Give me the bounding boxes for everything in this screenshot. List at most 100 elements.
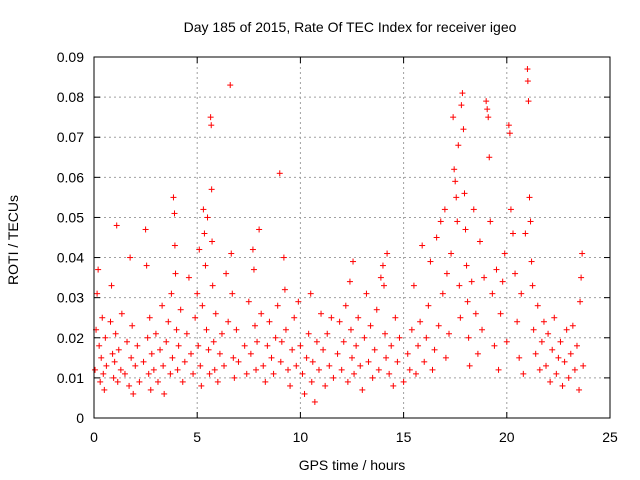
y-tick-label: 0.08 <box>57 89 84 105</box>
data-point <box>346 278 353 285</box>
data-point <box>223 270 230 277</box>
y-tick-label: 0.04 <box>57 250 84 266</box>
data-point <box>169 354 176 361</box>
data-point <box>280 254 287 261</box>
data-point <box>452 178 459 185</box>
data-point <box>491 342 498 349</box>
x-tick-label: 5 <box>193 429 201 445</box>
data-point <box>126 382 133 389</box>
data-point <box>102 334 109 341</box>
data-point <box>455 142 462 149</box>
data-point <box>522 230 529 237</box>
data-point <box>344 378 351 385</box>
data-point <box>400 378 407 385</box>
y-tick-label: 0 <box>76 410 84 426</box>
data-point <box>361 334 368 341</box>
data-point <box>551 314 558 321</box>
data-point <box>113 222 120 229</box>
data-point <box>181 358 188 365</box>
data-point <box>313 338 320 345</box>
data-point <box>355 314 362 321</box>
data-point <box>446 330 453 337</box>
data-point <box>547 378 554 385</box>
data-point <box>506 130 513 137</box>
data-point <box>427 258 434 265</box>
data-point <box>328 314 335 321</box>
data-point <box>392 314 399 321</box>
data-point <box>347 326 354 333</box>
data-point <box>118 310 125 317</box>
data-point <box>247 350 254 357</box>
data-point <box>530 326 537 333</box>
data-point <box>524 66 531 73</box>
data-point <box>516 354 523 361</box>
x-tick-label: 10 <box>293 429 309 445</box>
data-point <box>117 366 124 373</box>
data-point <box>262 378 269 385</box>
data-point <box>375 366 382 373</box>
data-point <box>529 282 536 289</box>
data-point <box>538 338 545 345</box>
data-point <box>147 386 154 393</box>
data-point <box>256 226 263 233</box>
data-point <box>561 358 568 365</box>
data-point <box>235 358 242 365</box>
data-point <box>486 154 493 161</box>
data-points <box>92 66 587 405</box>
data-point <box>536 366 543 373</box>
data-point <box>493 266 500 273</box>
data-point <box>576 386 583 393</box>
data-point <box>177 306 184 313</box>
data-point <box>305 330 312 337</box>
data-point <box>524 78 531 85</box>
data-point <box>209 238 216 245</box>
data-point <box>132 362 139 369</box>
data-point <box>534 302 541 309</box>
data-point <box>297 342 304 349</box>
data-point <box>386 370 393 377</box>
data-point <box>485 114 492 121</box>
data-point <box>390 382 397 389</box>
data-point <box>277 358 284 365</box>
data-point <box>188 350 195 357</box>
data-point <box>336 318 343 325</box>
data-point <box>171 210 178 217</box>
data-point <box>241 342 248 349</box>
x-tick-label: 0 <box>90 429 98 445</box>
data-point <box>577 298 584 305</box>
data-point <box>518 290 525 297</box>
data-point <box>406 366 413 373</box>
data-point <box>474 350 481 357</box>
data-point <box>165 318 172 325</box>
data-point <box>441 206 448 213</box>
data-point <box>555 354 562 361</box>
data-point <box>429 366 436 373</box>
data-point <box>423 334 430 341</box>
data-point <box>175 342 182 349</box>
data-point <box>229 290 236 297</box>
data-point <box>168 290 175 297</box>
data-point <box>330 374 337 381</box>
data-point <box>308 378 315 385</box>
data-point <box>388 342 395 349</box>
data-point <box>291 314 298 321</box>
plot-frame <box>93 56 611 419</box>
data-point <box>379 262 386 269</box>
data-point <box>563 326 570 333</box>
data-point <box>451 166 458 173</box>
data-point <box>419 242 426 249</box>
data-point <box>148 350 155 357</box>
data-point <box>396 334 403 341</box>
data-point <box>462 226 469 233</box>
y-axis: 0 0.01 0.02 0.03 0.04 0.05 0.06 0.07 0.08 0.09 <box>57 49 610 426</box>
data-point <box>338 366 345 373</box>
data-point <box>160 362 167 369</box>
x-tick-label: 15 <box>396 429 412 445</box>
data-point <box>204 214 211 221</box>
data-point <box>112 330 119 337</box>
data-point <box>207 114 214 121</box>
data-point <box>253 366 260 373</box>
data-point <box>199 302 206 309</box>
data-point <box>109 350 116 357</box>
grid-lines <box>94 57 610 418</box>
